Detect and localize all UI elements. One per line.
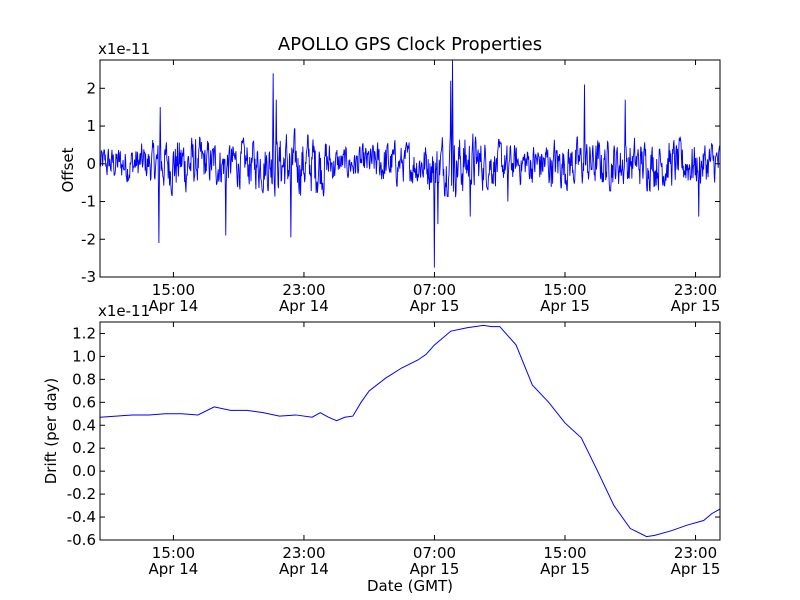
y-tick-label: -0.6 [67, 531, 96, 549]
x-tick-date-label: Apr 15 [410, 297, 460, 315]
y-tick-label: 1.0 [72, 347, 96, 365]
drift-scale-label: x1e-11 [98, 302, 150, 320]
offset-y-axis: 2 1 0 -1 -2 -3 [81, 79, 720, 286]
y-tick-label: -2 [81, 230, 96, 248]
x-tick-time-label: 15:00 [543, 544, 586, 562]
y-tick-label: 2 [86, 79, 96, 97]
drift-series-line [100, 324, 720, 538]
y-tick-label: 1 [86, 117, 96, 135]
drift-y-label: Drift (per day) [42, 378, 60, 485]
x-tick-time-label: 15:00 [152, 544, 195, 562]
y-tick-label: 0.8 [72, 370, 96, 388]
drift-plot-frame [99, 321, 721, 541]
x-tick-date-label: Apr 15 [410, 560, 460, 578]
offset-y-label: Offset [59, 147, 77, 192]
x-tick-time-label: 23:00 [674, 281, 717, 299]
offset-series-line [100, 60, 720, 268]
drift-panel: 1.21.00.80.60.40.20.0-0.2-0.4-0.6 15:00A… [42, 302, 721, 595]
y-tick-label: -1 [81, 193, 96, 211]
x-tick-date-label: Apr 14 [149, 560, 199, 578]
x-tick-date-label: Apr 14 [279, 560, 329, 578]
y-tick-label: 0.0 [72, 462, 96, 480]
x-tick-date-label: Apr 15 [540, 297, 590, 315]
x-tick-time-label: 07:00 [413, 281, 456, 299]
x-tick-time-label: 23:00 [674, 544, 717, 562]
x-tick-date-label: Apr 14 [279, 297, 329, 315]
y-tick-label: 0.6 [72, 393, 96, 411]
y-tick-label: 0 [86, 155, 96, 173]
x-tick-date-label: Apr 14 [149, 297, 199, 315]
y-tick-label: 0.4 [72, 416, 96, 434]
offset-scale-label: x1e-11 [98, 40, 150, 58]
x-tick-time-label: 23:00 [282, 544, 325, 562]
x-tick-time-label: 15:00 [543, 281, 586, 299]
x-tick-date-label: Apr 15 [671, 560, 721, 578]
y-tick-label: 0.2 [72, 439, 96, 457]
x-tick-time-label: 07:00 [413, 544, 456, 562]
y-tick-label: -0.2 [67, 485, 96, 503]
x-tick-time-label: 15:00 [152, 281, 195, 299]
y-tick-label: -0.4 [67, 508, 96, 526]
x-tick-date-label: Apr 15 [540, 560, 590, 578]
y-tick-label: 1.2 [72, 324, 96, 342]
drift-y-axis: 1.2 1.0 0.8 0.6 0.4 0.2 0.0 -0.2 -0.4 -0.6 [67, 324, 720, 549]
y-tick-label: -3 [81, 268, 96, 286]
offset-plot-frame [99, 59, 721, 278]
x-tick-date-label: Apr 15 [671, 297, 721, 315]
drift-x-label: Date (GMT) [367, 577, 453, 595]
chart-title: APOLLO GPS Clock Properties [278, 34, 542, 55]
x-tick-time-label: 23:00 [282, 281, 325, 299]
